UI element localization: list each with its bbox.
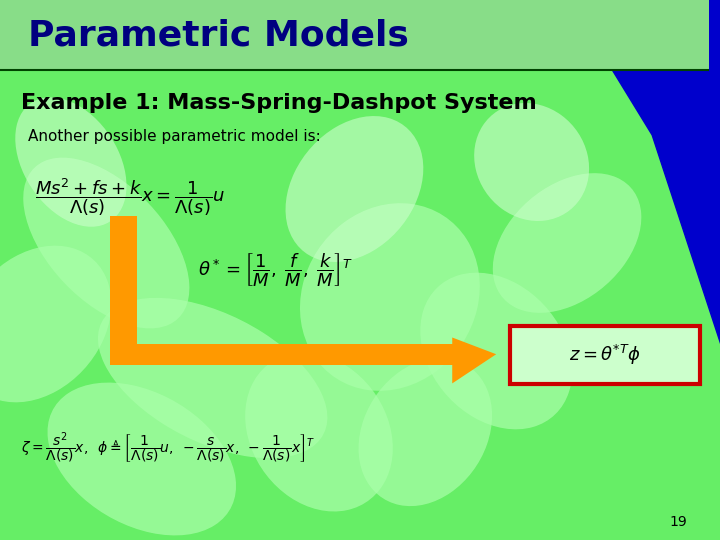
- Ellipse shape: [474, 103, 589, 221]
- FancyBboxPatch shape: [510, 326, 701, 384]
- Ellipse shape: [0, 246, 112, 402]
- Ellipse shape: [48, 383, 236, 535]
- Ellipse shape: [23, 158, 189, 328]
- Text: $\dfrac{Ms^2 + fs + k}{\Lambda(s)}x = \dfrac{1}{\Lambda(s)}u$: $\dfrac{Ms^2 + fs + k}{\Lambda(s)}x = \d…: [35, 176, 225, 218]
- Text: Parametric Models: Parametric Models: [28, 18, 409, 52]
- Text: $\theta^* = \left[\dfrac{1}{M},\; \dfrac{f}{M},\; \dfrac{k}{M}\right]^T$: $\theta^* = \left[\dfrac{1}{M},\; \dfrac…: [199, 252, 354, 288]
- Polygon shape: [452, 338, 496, 383]
- Ellipse shape: [246, 353, 393, 511]
- FancyBboxPatch shape: [0, 0, 708, 70]
- Polygon shape: [553, 0, 720, 351]
- FancyBboxPatch shape: [110, 344, 454, 365]
- FancyBboxPatch shape: [110, 216, 137, 364]
- Text: $\zeta = \dfrac{s^2}{\Lambda(s)}x, \;\; \phi \triangleq \left[\dfrac{1}{\Lambda(: $\zeta = \dfrac{s^2}{\Lambda(s)}x, \;\; …: [22, 430, 315, 466]
- Ellipse shape: [300, 203, 480, 391]
- Text: Example 1: Mass-Spring-Dashpot System: Example 1: Mass-Spring-Dashpot System: [22, 92, 537, 113]
- Ellipse shape: [492, 173, 642, 313]
- Ellipse shape: [286, 116, 423, 262]
- Ellipse shape: [420, 273, 572, 429]
- Ellipse shape: [98, 298, 328, 458]
- Text: Another possible parametric model is:: Another possible parametric model is:: [28, 129, 321, 144]
- Ellipse shape: [359, 358, 492, 506]
- Text: $z = \theta^{*T}\phi$: $z = \theta^{*T}\phi$: [570, 343, 642, 367]
- Text: 19: 19: [670, 515, 688, 529]
- Ellipse shape: [15, 97, 127, 227]
